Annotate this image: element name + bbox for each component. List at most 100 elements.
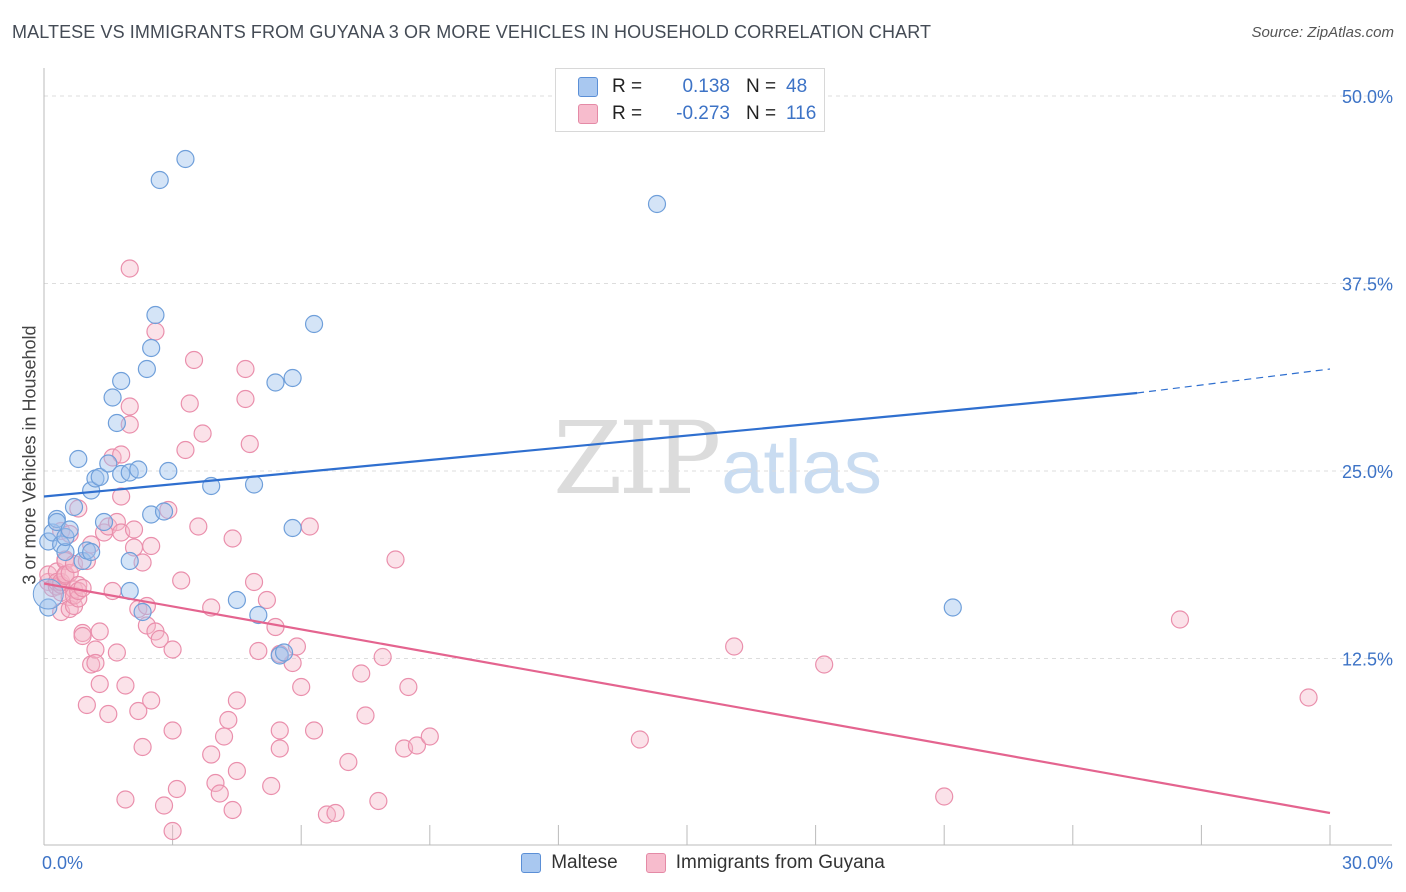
legend-item-maltese[interactable]: Maltese — [521, 852, 618, 874]
data-point — [270, 739, 289, 758]
data-point — [202, 745, 221, 764]
data-point — [172, 571, 191, 590]
guyana-points — [39, 259, 1318, 841]
data-point — [943, 598, 962, 617]
data-point — [399, 677, 418, 697]
data-point — [283, 518, 302, 538]
legend-n-label: N = — [746, 76, 777, 97]
data-point — [304, 721, 324, 740]
data-point — [219, 710, 238, 730]
data-point — [249, 641, 268, 661]
data-point — [120, 259, 139, 278]
data-point — [146, 305, 165, 325]
data-point — [86, 653, 105, 673]
data-point — [107, 413, 126, 433]
x-tick-label: 0.0% — [42, 853, 83, 873]
data-point — [266, 617, 285, 637]
data-point — [223, 529, 242, 548]
data-point — [69, 449, 88, 469]
legend-n-label: N = — [746, 103, 777, 124]
data-point — [257, 590, 277, 610]
data-point — [1170, 610, 1190, 629]
data-point — [103, 388, 122, 407]
data-point — [142, 338, 161, 358]
data-point — [163, 821, 182, 841]
data-point — [120, 397, 139, 416]
data-point — [112, 371, 131, 391]
y-axis-label: 3 or more Vehicles in Household — [19, 325, 40, 585]
data-point — [94, 512, 114, 532]
x-tick-label: 30.0% — [1342, 853, 1393, 873]
trend-line-maltese — [43, 391, 1138, 498]
data-point — [386, 550, 405, 569]
data-point — [90, 622, 109, 641]
data-point — [73, 578, 92, 598]
data-point — [107, 512, 126, 532]
data-point — [99, 704, 118, 724]
data-point — [184, 350, 204, 370]
legend-r-value: -0.273 — [676, 103, 730, 124]
guyana-swatch — [645, 853, 666, 873]
data-point — [283, 368, 302, 388]
data-point — [244, 572, 264, 592]
data-point — [82, 542, 101, 562]
data-point — [90, 674, 109, 694]
data-point — [146, 322, 165, 341]
data-point — [77, 695, 96, 715]
data-point — [227, 590, 246, 610]
data-point — [206, 773, 225, 793]
data-point — [90, 467, 109, 487]
data-point — [180, 394, 199, 413]
data-point — [73, 626, 92, 646]
data-point — [266, 373, 285, 392]
legend-row-guyana: R = -0.273 N = 116 — [578, 101, 816, 127]
data-point — [129, 460, 148, 479]
data-point — [227, 761, 246, 781]
legend-r-label: R = — [612, 76, 643, 97]
data-point — [142, 691, 161, 710]
tick-labels: 12.5% 25.0% 37.5% 50.0% 0.0% 30.0% — [42, 87, 1393, 873]
data-point — [154, 502, 174, 521]
data-point — [352, 664, 371, 683]
trend-line-guyana — [43, 582, 1331, 815]
data-point — [227, 691, 246, 710]
data-point — [630, 730, 649, 749]
trend-lines — [43, 368, 1331, 815]
data-point — [647, 194, 667, 214]
data-point — [214, 727, 234, 746]
data-point — [129, 701, 148, 721]
data-point — [262, 776, 281, 796]
data-point — [369, 791, 388, 811]
data-point — [167, 779, 186, 799]
data-point — [107, 643, 126, 662]
data-point — [112, 487, 131, 506]
data-point — [124, 520, 144, 539]
legend-label-guyana: Immigrants from Guyana — [675, 852, 885, 873]
data-point — [39, 598, 58, 617]
data-point — [163, 721, 182, 740]
data-point — [300, 517, 319, 536]
source-label: Source: ZipAtlas.com — [1251, 24, 1394, 41]
data-point — [249, 605, 268, 625]
data-point — [133, 602, 152, 622]
data-point — [137, 359, 156, 379]
data-point — [56, 542, 75, 562]
data-point — [326, 803, 345, 823]
data-point — [935, 787, 954, 806]
data-point — [193, 424, 212, 443]
data-point — [133, 737, 152, 757]
data-point — [210, 784, 229, 803]
legend-item-guyana[interactable]: Immigrants from Guyana — [645, 852, 885, 874]
legend-r-value: 0.138 — [682, 76, 730, 97]
data-point — [292, 677, 311, 697]
data-point — [176, 440, 195, 460]
data-point — [236, 359, 255, 379]
data-point — [64, 497, 84, 517]
data-point — [274, 643, 294, 662]
data-point — [99, 454, 118, 473]
data-point — [159, 461, 178, 481]
data-point — [240, 434, 259, 454]
maltese-swatch — [578, 77, 598, 97]
series-legend: Maltese Immigrants from Guyana — [0, 852, 1406, 874]
data-point — [150, 170, 169, 190]
